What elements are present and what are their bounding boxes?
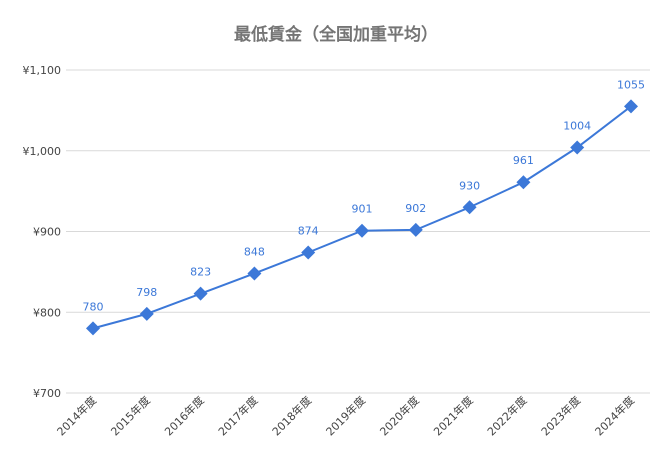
data-markers [86, 99, 638, 336]
x-axis: 2014年度 2015年度 2016年度 2017年度 2018年度 2019年度 2020… [54, 393, 637, 438]
x-tick-label: 2019年度 [323, 393, 368, 438]
x-tick-label: 2018年度 [269, 393, 314, 438]
data-point-marker [408, 222, 423, 237]
data-point-marker [570, 140, 585, 155]
data-label: 930 [459, 179, 480, 192]
series-line [92, 105, 632, 330]
data-label: 798 [136, 286, 157, 299]
x-tick-label: 2014年度 [54, 393, 99, 438]
chart-title: 最低賃金（全国加重平均） [234, 24, 438, 45]
data-label: 780 [83, 300, 104, 313]
x-tick-label: 2021年度 [430, 393, 475, 438]
data-point-marker [193, 286, 208, 301]
data-label: 823 [190, 266, 211, 279]
data-label: 961 [513, 154, 534, 167]
y-tick-label: ¥700 [33, 387, 61, 400]
y-tick-label: ¥900 [33, 226, 61, 239]
data-point-marker [139, 306, 154, 321]
data-label: 1055 [617, 78, 645, 91]
y-tick-label: ¥1,100 [23, 64, 62, 77]
x-tick-label: 2017年度 [215, 393, 260, 438]
data-point-marker [247, 266, 262, 281]
data-point-marker [462, 200, 477, 215]
y-axis: ¥700 ¥800 ¥900 ¥1,000 ¥1,100 [23, 64, 62, 400]
x-tick-label: 2020年度 [377, 393, 422, 438]
data-label: 848 [244, 245, 265, 258]
data-point-marker [86, 321, 100, 336]
series-line-group [92, 105, 632, 330]
x-tick-label: 2016年度 [161, 393, 206, 438]
data-labels: 780 798 823 848 874 901 902 930 961 1004 1055 [83, 78, 646, 313]
data-label: 1004 [563, 120, 591, 133]
data-point-marker [301, 245, 316, 260]
x-tick-label: 2015年度 [108, 393, 153, 438]
x-tick-label: 2023年度 [538, 393, 583, 438]
x-tick-label: 2024年度 [592, 393, 637, 438]
data-point-marker [355, 223, 369, 238]
data-label: 902 [405, 202, 426, 215]
data-point-marker [516, 175, 531, 190]
data-label: 874 [298, 224, 319, 237]
data-point-marker [624, 99, 638, 114]
y-tick-label: ¥1,000 [23, 145, 62, 158]
data-label: 901 [352, 203, 373, 216]
y-tick-label: ¥800 [33, 306, 61, 319]
x-tick-label: 2022年度 [484, 393, 529, 438]
